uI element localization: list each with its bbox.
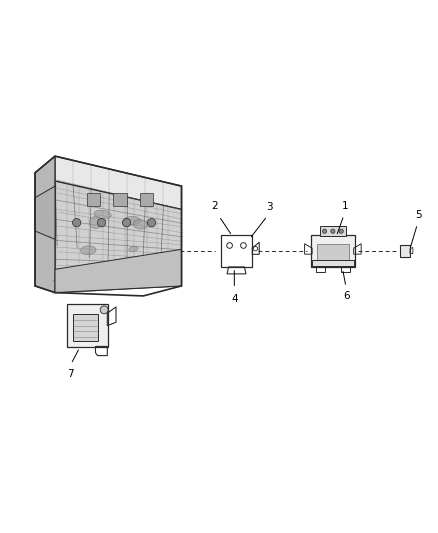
Polygon shape <box>55 181 181 293</box>
FancyBboxPatch shape <box>312 260 354 266</box>
Ellipse shape <box>89 216 102 229</box>
Ellipse shape <box>124 216 141 225</box>
Ellipse shape <box>81 246 96 255</box>
Text: 1: 1 <box>342 201 349 211</box>
Polygon shape <box>35 186 55 239</box>
Text: 7: 7 <box>67 368 74 378</box>
Circle shape <box>123 219 131 227</box>
FancyBboxPatch shape <box>87 193 100 206</box>
Circle shape <box>147 219 156 227</box>
Polygon shape <box>55 156 181 209</box>
Circle shape <box>100 306 108 314</box>
FancyBboxPatch shape <box>67 304 108 348</box>
Circle shape <box>97 219 106 227</box>
FancyBboxPatch shape <box>140 193 153 206</box>
Text: 3: 3 <box>266 202 273 212</box>
Ellipse shape <box>94 210 111 219</box>
Text: 6: 6 <box>343 292 350 302</box>
Circle shape <box>73 219 81 227</box>
FancyBboxPatch shape <box>317 244 349 262</box>
FancyBboxPatch shape <box>400 245 410 257</box>
Circle shape <box>322 229 327 233</box>
Ellipse shape <box>133 220 147 229</box>
Text: 5: 5 <box>415 209 422 220</box>
Polygon shape <box>55 249 181 293</box>
FancyBboxPatch shape <box>320 226 346 236</box>
Circle shape <box>339 229 343 233</box>
Text: 4: 4 <box>231 294 238 304</box>
FancyBboxPatch shape <box>311 236 354 267</box>
Circle shape <box>331 229 335 233</box>
Text: 2: 2 <box>211 201 218 211</box>
FancyBboxPatch shape <box>74 314 98 342</box>
FancyBboxPatch shape <box>113 193 127 206</box>
Polygon shape <box>35 156 55 293</box>
Ellipse shape <box>129 246 138 252</box>
